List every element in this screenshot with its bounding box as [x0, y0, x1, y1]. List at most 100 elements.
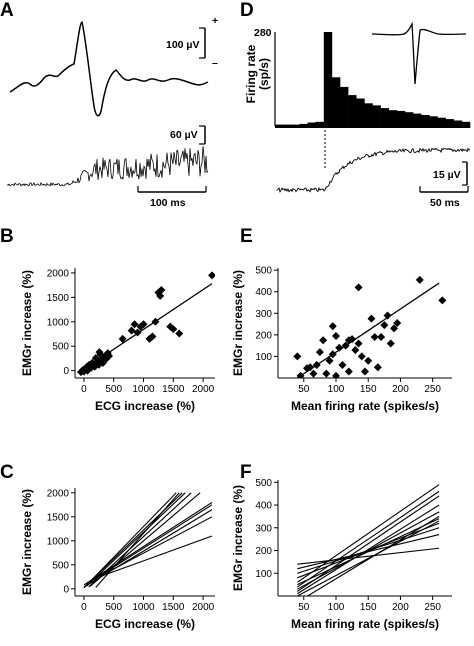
- scatter-point: [130, 320, 139, 329]
- histogram-bin: [421, 115, 430, 128]
- scatter-point: [169, 325, 178, 334]
- y-tick-label: 1500: [47, 293, 70, 304]
- y-tick-label: 500: [52, 560, 69, 571]
- histogram-bin: [283, 124, 292, 128]
- y-axis-label: EMGr increase (%): [231, 270, 245, 376]
- scatter-point: [393, 319, 402, 327]
- plot-content-e: [293, 275, 447, 378]
- voltage-scale-label-d: 15 µV: [433, 169, 461, 181]
- y-tick-label: 300: [255, 523, 272, 534]
- histogram-bin: [405, 112, 414, 128]
- scatter-point: [208, 271, 215, 280]
- y-tick-label: 2000: [47, 488, 70, 499]
- y-tick-label: 500: [52, 342, 69, 353]
- y-tick-label: 1500: [47, 512, 70, 523]
- panel-label-b: B: [0, 226, 14, 247]
- regression-line: [89, 516, 213, 583]
- regression-line: [296, 282, 440, 378]
- scatter-point: [315, 348, 324, 357]
- y-tick-label: 500: [255, 266, 272, 277]
- scatter-point: [306, 363, 315, 372]
- y-tick-label: 0: [63, 366, 69, 377]
- histogram-bin: [275, 124, 284, 128]
- y-tick-label: 100: [255, 569, 272, 580]
- x-tick-label: 1000: [132, 602, 155, 613]
- lower-voltage-label: 60 µV: [170, 129, 198, 141]
- x-axis-label: Mean firing rate (spikes/s): [291, 617, 439, 631]
- regression-line: [86, 504, 213, 585]
- x-tick-label: 1000: [132, 384, 155, 395]
- scatter-point: [348, 335, 357, 344]
- histogram-bin: [453, 120, 463, 128]
- x-tick-label: 500: [105, 602, 122, 613]
- scatter-point: [139, 320, 148, 329]
- scatter-point: [148, 332, 157, 341]
- plot-content-b: [76, 271, 215, 377]
- regression-line: [297, 504, 440, 595]
- x-tick-label: 0: [81, 602, 87, 613]
- histogram-bin: [331, 77, 341, 128]
- scatter-point: [328, 322, 337, 331]
- scatter-point: [157, 286, 166, 294]
- x-axis-label: ECG increase (%): [95, 399, 195, 413]
- averaged-ecg-trace: [9, 21, 209, 117]
- scatter-point: [438, 296, 447, 305]
- y-axis-label: EMGr increase (%): [231, 485, 245, 591]
- histogram-bin: [429, 116, 438, 128]
- axes-b: 0 500 1000 1500 2000 0 500 1000 1500 2000 ECG incr…: [20, 268, 215, 413]
- y-tick-label: 0: [63, 584, 69, 595]
- scatter-point: [354, 339, 363, 348]
- regression-line: [297, 495, 440, 592]
- firing-rate-max-label: 280: [254, 27, 272, 39]
- scatter-point: [415, 275, 424, 284]
- x-tick-label: 200: [392, 384, 409, 395]
- x-tick-label: 1500: [162, 602, 185, 613]
- x-tick-label: 250: [424, 384, 441, 395]
- regression-line: [83, 501, 213, 586]
- scatter-point: [357, 352, 366, 361]
- x-tick-label: 150: [360, 602, 377, 613]
- y-axis-label: EMGr increase (%): [20, 270, 34, 376]
- regression-line: [297, 490, 440, 588]
- scatter-point: [338, 361, 347, 370]
- scatter-point: [386, 339, 395, 348]
- histogram-bin: [291, 124, 300, 128]
- scatter-point: [377, 333, 386, 342]
- scatter-point: [383, 311, 392, 320]
- panel-label-d: D: [240, 0, 254, 21]
- plot-content-f: [297, 484, 440, 596]
- x-tick-label: 2000: [192, 602, 215, 613]
- histogram-bin: [348, 95, 357, 128]
- plot-c: 0 500 1000 1500 2000 0 500 1000 1500 2000 ECG incr…: [20, 488, 215, 631]
- x-axis-label: ECG increase (%): [95, 617, 195, 631]
- scatter-point: [351, 345, 360, 354]
- regression-line: [92, 535, 213, 580]
- scatter-point: [373, 363, 382, 372]
- axes-c: 0 500 1000 1500 2000 0 500 1000 1500 2000 ECG incr…: [20, 488, 215, 631]
- regression-line: [297, 484, 440, 583]
- firing-rate-axis-label-line1: Firing rate: [244, 44, 258, 103]
- scatter-point: [175, 329, 184, 338]
- time-scale-label-d: 50 ms: [430, 197, 460, 209]
- scatter-point: [390, 324, 398, 333]
- scatter-point: [370, 333, 379, 342]
- y-tick-label: 1000: [47, 317, 70, 328]
- scatter-point: [332, 371, 340, 378]
- panel-label-group: B E C F: [0, 226, 253, 483]
- firing-rate-axis-label-line2: (sp/s): [257, 58, 271, 90]
- histogram-bin: [445, 119, 454, 128]
- y-tick-label: 400: [255, 287, 272, 298]
- spike-triggered-emg-trace: [276, 147, 471, 193]
- regression-line: [95, 492, 180, 588]
- rectified-emg-trace: [7, 146, 209, 187]
- histogram-bin: [380, 108, 389, 128]
- y-tick-label: 500: [255, 478, 272, 489]
- x-tick-label: 100: [328, 602, 345, 613]
- x-tick-label: 200: [392, 602, 409, 613]
- firing-rate-histogram: [275, 32, 471, 128]
- axes-e: 50 100 150 200 250 100 200 300 400 500 Mean firing…: [231, 266, 452, 413]
- axes-f: 50 100 150 200 250 100 200 300 400 500 Mean firing…: [231, 478, 452, 631]
- x-tick-label: 150: [360, 384, 377, 395]
- time-scale-label-a: 100 ms: [150, 197, 186, 209]
